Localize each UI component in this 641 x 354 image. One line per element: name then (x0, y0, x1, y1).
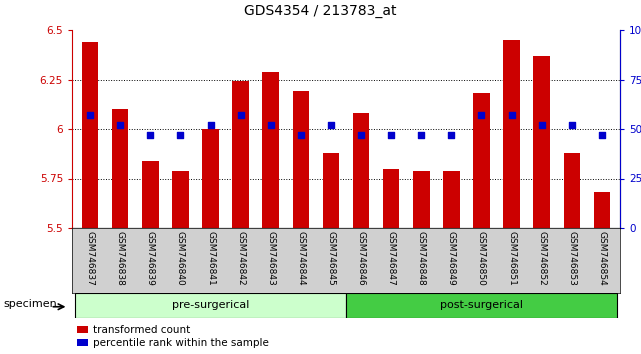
Point (205, 122, 215, 128)
Bar (503, 40, 520, 228)
Bar (594, 192, 610, 228)
Text: post-surgerical: post-surgerical (440, 301, 523, 310)
Point (296, 132, 306, 138)
Point (386, 132, 396, 138)
Bar (473, 93, 490, 228)
Text: GSM746848: GSM746848 (417, 231, 426, 286)
Text: GSM746847: GSM746847 (387, 231, 395, 286)
Text: GSM746844: GSM746844 (296, 231, 305, 286)
Bar (443, 171, 460, 228)
Point (446, 132, 456, 138)
Text: GSM746846: GSM746846 (356, 231, 365, 286)
Text: GSM746852: GSM746852 (537, 231, 546, 286)
Legend: transformed count, percentile rank within the sample: transformed count, percentile rank withi… (77, 325, 269, 348)
Bar (262, 72, 279, 228)
Bar (75, 293, 346, 318)
Point (537, 122, 547, 128)
Bar (533, 56, 550, 228)
Bar (292, 91, 309, 228)
Bar (383, 169, 399, 228)
Text: GSM746850: GSM746850 (477, 231, 486, 286)
Point (476, 112, 487, 118)
Point (115, 122, 125, 128)
Text: GSM746854: GSM746854 (597, 231, 606, 286)
Bar (112, 109, 128, 228)
Bar (202, 129, 219, 228)
Bar (563, 153, 580, 228)
Text: GSM746837: GSM746837 (85, 231, 95, 286)
Point (326, 122, 336, 128)
Text: GSM746853: GSM746853 (567, 231, 576, 286)
Text: GDS4354 / 213783_at: GDS4354 / 213783_at (244, 4, 397, 18)
Text: pre-surgerical: pre-surgerical (172, 301, 249, 310)
Point (175, 132, 185, 138)
Point (145, 132, 155, 138)
Point (416, 132, 426, 138)
Text: GSM746842: GSM746842 (236, 231, 245, 286)
Point (265, 122, 276, 128)
Point (235, 112, 246, 118)
Text: GSM746838: GSM746838 (115, 231, 125, 286)
Text: GSM746839: GSM746839 (146, 231, 154, 286)
Point (567, 122, 577, 128)
Point (506, 112, 517, 118)
Text: GSM746849: GSM746849 (447, 231, 456, 286)
Bar (322, 153, 339, 228)
Point (356, 132, 366, 138)
Text: GSM746843: GSM746843 (266, 231, 275, 286)
Text: GSM746845: GSM746845 (326, 231, 335, 286)
Bar (413, 171, 429, 228)
Text: GSM746851: GSM746851 (507, 231, 516, 286)
Point (597, 132, 607, 138)
Bar (346, 293, 617, 318)
Text: GSM746840: GSM746840 (176, 231, 185, 286)
Text: GSM746841: GSM746841 (206, 231, 215, 286)
Point (85, 112, 96, 118)
Bar (353, 113, 369, 228)
Bar (232, 81, 249, 228)
Bar (82, 42, 98, 228)
Bar (172, 171, 188, 228)
Bar (142, 161, 158, 228)
Text: specimen: specimen (4, 299, 57, 309)
